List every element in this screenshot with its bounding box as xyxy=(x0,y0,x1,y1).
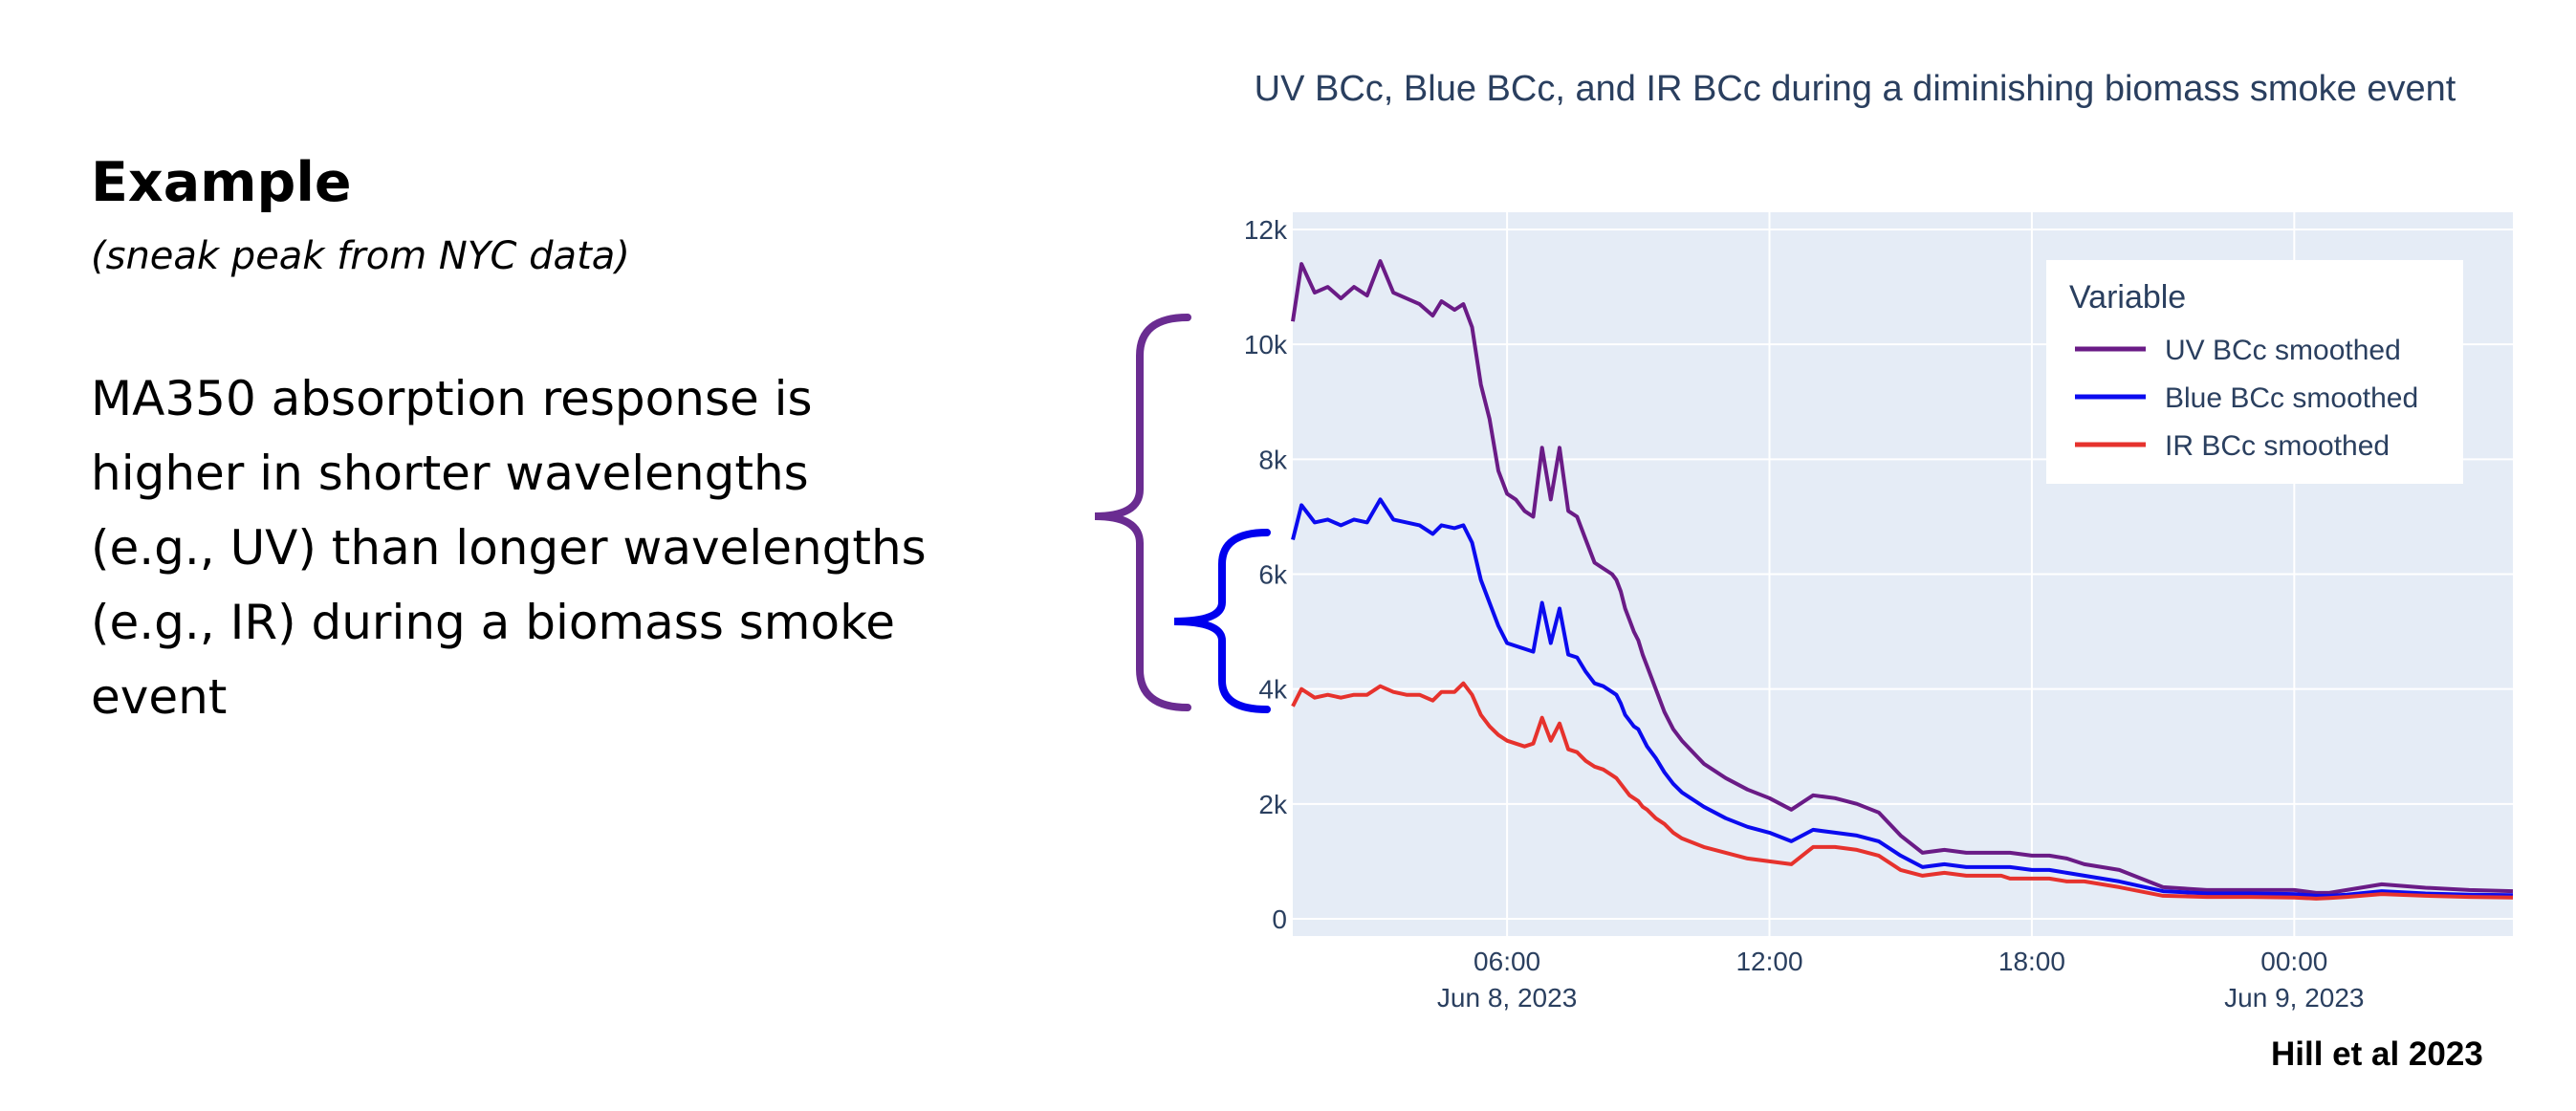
series-line-1 xyxy=(1291,497,2514,898)
series-layer xyxy=(1291,259,2514,901)
x-tick-label: 12:00 xyxy=(1736,947,1802,976)
series-line-2 xyxy=(1291,681,2514,901)
y-tick-label: 0 xyxy=(1272,904,1287,934)
slide-heading: Example xyxy=(91,151,352,214)
body-line: MA350 absorption response is xyxy=(91,371,813,426)
y-tick-label: 6k xyxy=(1258,560,1288,590)
x-tick-sublabel: Jun 8, 2023 xyxy=(1437,983,1577,1013)
y-tick-label: 2k xyxy=(1258,790,1288,819)
x-tick-label: 06:00 xyxy=(1474,947,1540,976)
y-tick-label: 12k xyxy=(1244,215,1288,245)
series-line-0 xyxy=(1291,259,2514,895)
y-tick-label: 8k xyxy=(1258,445,1288,474)
bracket-layer xyxy=(1094,314,1271,713)
body-line: (e.g., IR) during a biomass smoke xyxy=(91,595,896,650)
body-line: (e.g., UV) than longer wavelengths xyxy=(91,520,927,576)
grid-layer xyxy=(1293,212,2513,936)
x-tick-label: 18:00 xyxy=(1998,947,2065,976)
blue-range-brace xyxy=(1173,529,1271,713)
body-line: event xyxy=(91,669,228,725)
legend: Variable UV BCc smoothed Blue BCc smoothed… xyxy=(2046,260,2463,484)
legend-entry: Blue BCc smoothed xyxy=(2165,382,2418,414)
slide-subheading: (sneak peak from NYC data) xyxy=(91,234,630,278)
legend-entry: IR BCc smoothed xyxy=(2165,430,2390,462)
axis-layer: 0 2k 4k 6k 8k 10k 12k 06:00 Jun 8, 2023 12:00 18:0… xyxy=(1244,215,2365,1013)
legend-title: Variable xyxy=(2069,279,2186,316)
x-tick-label: 00:00 xyxy=(2260,947,2327,976)
x-tick-sublabel: Jun 9, 2023 xyxy=(2224,983,2364,1013)
slide-body-text: MA350 absorption response is higher in s… xyxy=(91,361,1028,734)
y-tick-label: 10k xyxy=(1244,330,1288,359)
y-tick-label: 4k xyxy=(1258,675,1288,705)
legend-entry: UV BCc smoothed xyxy=(2165,335,2401,366)
body-line: higher in shorter wavelengths xyxy=(91,446,809,501)
uv-range-brace xyxy=(1094,314,1191,711)
citation: Hill et al 2023 xyxy=(2271,1035,2483,1073)
chart-title: UV BCc, Blue BCc, and IR BCc during a di… xyxy=(1255,69,2456,109)
